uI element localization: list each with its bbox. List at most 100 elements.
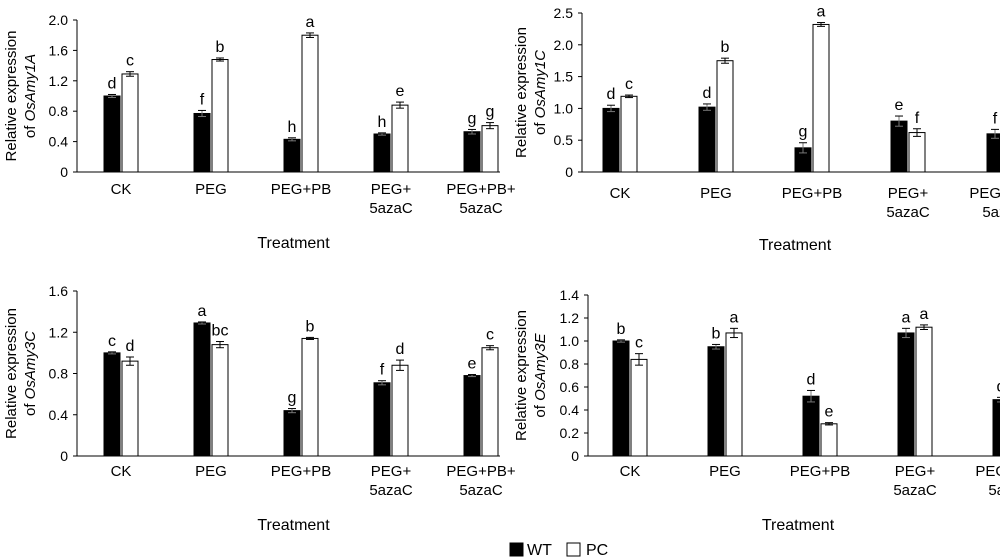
y-tick-label: 0.4 [560,402,580,418]
significance-letter: f [380,362,385,379]
y-axis-label-line2-of: of [532,118,549,135]
bar-pc [121,73,139,173]
x-category-label-line: CK [610,185,631,202]
bar-wt [612,340,630,457]
x-category-label: PEG+PB [790,463,850,480]
significance-letter: d [997,378,1000,395]
significance-letter: c [126,53,134,70]
x-category-label: PEG+ 5azaC [369,181,413,217]
y-tick-label: 0.4 [49,407,69,423]
y-tick-label: 0.6 [560,379,580,395]
x-category-label-line: PEG+PB+ [446,463,515,480]
significance-letter: h [288,119,297,136]
x-category-label-line: PEG+PB+ [975,463,1000,480]
significance-letter: g [468,110,477,127]
y-axis-label: Relative expression of OsAmy1A [3,31,39,162]
y-axis-label: Relative expression of OsAmy1C [513,27,549,158]
bar-wt [986,133,1000,173]
significance-letter: e [396,83,405,100]
bar-pc [812,23,830,173]
bar-pc [481,347,499,457]
x-axis-label: Treatment [257,235,330,252]
bar-wt [463,375,481,457]
x-category-label: CK [111,181,132,198]
x-category-label: CK [610,185,631,202]
y-tick-label: 0 [571,448,579,464]
bar-pc [620,95,638,173]
y-tick-label: 0 [60,448,68,464]
y-axis-label-line1: Relative expression [513,27,530,158]
significance-letter: c [625,76,633,93]
significance-letter: b [306,318,315,335]
y-axis-label-line1: Relative expression [3,31,20,162]
significance-letter: a [306,14,315,31]
y-tick-label: 0.8 [49,366,69,382]
bar-pc [716,60,734,173]
bar-wt [707,346,725,457]
significance-letter: b [617,321,626,338]
bar-wt [193,112,211,173]
x-category-label-line: CK [111,463,132,480]
x-category-label-line: PEG [709,463,741,480]
y-tick-label: 1.5 [554,69,574,85]
significance-letter: g [288,390,297,407]
x-axis-label: Treatment [762,517,835,534]
bar-pc [820,423,838,457]
significance-letter: b [712,325,721,342]
x-category-label: PEG [709,463,741,480]
significance-letter: a [920,306,929,323]
y-axis-label-line2-of: of [532,401,549,418]
significance-letter: b [216,39,225,56]
y-tick-label: 1.2 [49,73,69,89]
y-tick-label: 0.4 [49,134,69,150]
bar-wt [103,352,121,457]
x-category-label: PEG+PB+ 5azaC [446,463,515,499]
y-tick-label: 0.2 [560,425,580,441]
y-axis-label-gene: OsAmy3E [532,332,549,401]
chart-panel-b: 0 0.5 1.0 1.5 2.0 2.5 Relative expression of Os… [513,4,1000,254]
bar-wt [602,107,620,173]
bar-wt [463,131,481,173]
significance-letter: d [396,341,405,358]
y-tick-label: 1.4 [560,287,580,303]
y-tick-label: 0.8 [560,356,580,372]
x-category-label-line: 5azaC [982,204,1000,221]
significance-letter: g [486,104,495,121]
x-category-label: PEG+ 5azaC [369,463,413,499]
x-axis-label: Treatment [759,237,832,254]
x-category-label: PEG+ 5azaC [886,185,930,221]
x-category-label-line: 5azaC [459,482,503,499]
bar-wt [193,322,211,457]
y-tick-label: 2.5 [554,5,574,21]
y-tick-label: 1.0 [554,100,574,116]
significance-letter: bc [212,323,229,340]
y-tick-label: 2.0 [49,12,69,28]
x-category-label: PEG+ 5azaC [893,463,937,499]
significance-letter: c [486,327,494,344]
significance-letter: d [807,371,816,388]
legend-label-wt: WT [527,542,552,559]
bar-pc [301,34,319,173]
bar-wt [890,120,908,173]
x-category-label: CK [111,463,132,480]
x-category-label-line: PEG [195,181,227,198]
x-category-label-line: PEG+PB+ [969,185,1000,202]
x-category-label: PEG+PB [782,185,842,202]
x-category-label: PEG+PB+ 5azaC [975,463,1000,499]
y-tick-label: 1.0 [560,333,580,349]
x-category-label-line: 5azaC [988,482,1000,499]
bar-wt [897,332,915,457]
bar-pc [121,360,139,457]
x-category-label: PEG [195,181,227,198]
y-tick-label: 2.0 [554,37,574,53]
x-category-label: PEG [700,185,732,202]
significance-letter: f [200,91,205,108]
bar-wt [373,133,391,173]
x-category-label-line: PEG+ [371,181,412,198]
x-category-label-line: PEG+ [371,463,412,480]
x-category-label-line: PEG+PB [782,185,842,202]
y-tick-label: 0 [565,164,573,180]
y-tick-label: 0.5 [554,132,574,148]
legend: WT PC [509,542,608,559]
